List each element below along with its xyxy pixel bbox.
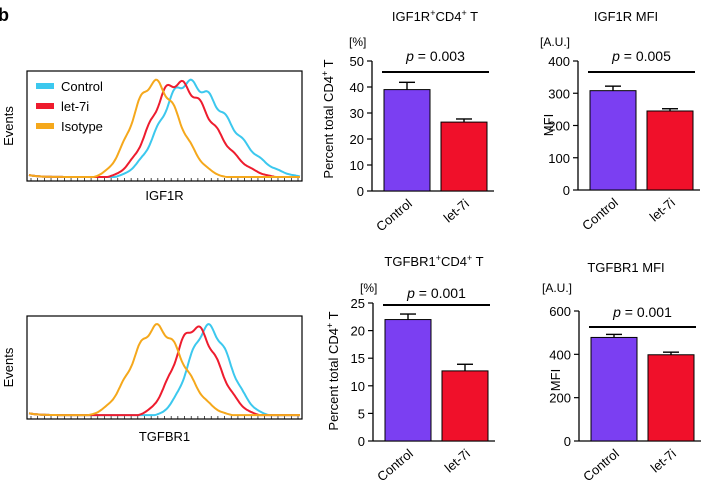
y-tick-label: 400 xyxy=(548,54,570,69)
y-tick-label: 0 xyxy=(564,434,571,449)
p-value: = 0.001 xyxy=(415,285,466,301)
p-value: = 0.005 xyxy=(620,48,671,64)
histogram-curve-isotype xyxy=(28,322,300,417)
y-unit-label: [A.U.] xyxy=(542,281,572,295)
p-value-label: p = 0.001 xyxy=(612,304,672,320)
ylabel-part: MFI xyxy=(541,114,556,136)
histogram-curve-let-7i xyxy=(28,325,300,417)
y-tick-label: 300 xyxy=(548,86,570,101)
ylabel-part: Percent total CD4 xyxy=(326,328,341,431)
y-tick-label: 25 xyxy=(351,296,365,311)
p-symbol: p xyxy=(406,285,415,301)
panel-letter: b xyxy=(0,5,9,25)
bar-chart-title: TGFBR1+CD4+ T xyxy=(384,253,483,269)
y-tick-label: 0 xyxy=(563,183,570,198)
p-value: = 0.003 xyxy=(414,48,465,64)
y-axis-label: MFI xyxy=(548,369,563,391)
ylabel-sup: + xyxy=(325,323,335,328)
title-part: T xyxy=(472,254,483,269)
x-category-label: let-7i xyxy=(647,195,678,225)
bar-chart-title: IGF1R+CD4+ T xyxy=(392,8,478,24)
title-sup: + xyxy=(467,253,472,263)
p-value: = 0.001 xyxy=(621,304,672,320)
y-tick-label: 20 xyxy=(351,324,365,339)
x-category-label: let-7i xyxy=(648,446,679,476)
p-symbol: p xyxy=(611,48,620,64)
bar-control xyxy=(384,319,432,442)
y-tick-label: 0 xyxy=(358,434,365,449)
bar-let-7i xyxy=(440,121,488,192)
x-category-label: Control xyxy=(579,195,621,233)
bar-control xyxy=(383,89,431,192)
y-tick-label: 600 xyxy=(549,304,571,319)
y-axis-label: Percent total CD4+ T xyxy=(320,59,336,178)
legend-swatch xyxy=(36,123,54,129)
y-axis-label: MFI xyxy=(541,114,556,136)
histogram-xlabel: TGFBR1 xyxy=(139,429,190,444)
ylabel-part: Percent total CD4 xyxy=(321,76,336,179)
title-part: TGFBR1 xyxy=(384,254,435,269)
bar-let-7i xyxy=(441,370,489,442)
legend-label: Control xyxy=(61,79,103,94)
histogram-curve-isotype xyxy=(28,78,300,178)
y-tick-label: 0 xyxy=(357,184,364,199)
title-part: CD4 xyxy=(441,254,467,269)
p-symbol: p xyxy=(612,304,621,320)
y-tick-label: 50 xyxy=(350,54,364,69)
title-part: CD4 xyxy=(435,9,461,24)
p-value-label: p = 0.005 xyxy=(611,48,671,64)
x-category-label: let-7i xyxy=(441,196,472,226)
bar-let-7i xyxy=(646,110,694,191)
y-tick-label: 200 xyxy=(549,391,571,406)
title-part: IGF1R xyxy=(392,9,430,24)
y-tick-label: 400 xyxy=(549,347,571,362)
histogram-xlabel: IGF1R xyxy=(145,188,183,203)
histogram-frame xyxy=(26,315,303,420)
y-tick-label: 15 xyxy=(351,351,365,366)
y-tick-label: 20 xyxy=(350,132,364,147)
histogram-ylabel: Events xyxy=(1,347,16,387)
bar-let-7i xyxy=(647,354,695,442)
bar-control xyxy=(590,336,638,442)
legend-label: Isotype xyxy=(61,119,103,134)
p-symbol: p xyxy=(405,48,414,64)
title-sup: + xyxy=(461,8,466,18)
y-axis-label: Percent total CD4+ T xyxy=(325,311,341,430)
y-tick-label: 10 xyxy=(351,379,365,394)
y-tick-label: 30 xyxy=(350,106,364,121)
title-sup: + xyxy=(436,253,441,263)
legend-swatch xyxy=(36,103,54,109)
y-tick-label: 100 xyxy=(548,151,570,166)
y-unit-label: [A.U.] xyxy=(540,35,570,49)
histogram-curve-control xyxy=(28,323,300,417)
bar-control xyxy=(589,90,637,191)
y-tick-label: 10 xyxy=(350,158,364,173)
x-category-label: Control xyxy=(373,196,415,234)
y-unit-label: [%] xyxy=(349,35,366,49)
ylabel-part: MFI xyxy=(548,369,563,391)
bar-chart-title: IGF1R MFI xyxy=(594,9,658,24)
ylabel-part: T xyxy=(326,311,341,322)
x-category-label: let-7i xyxy=(442,446,473,476)
title-part: T xyxy=(467,9,478,24)
x-category-label: Control xyxy=(374,446,416,485)
y-tick-label: 5 xyxy=(358,406,365,421)
y-tick-label: 40 xyxy=(350,80,364,95)
legend-label: let-7i xyxy=(61,99,89,114)
p-value-label: p = 0.001 xyxy=(406,285,466,301)
p-value-label: p = 0.003 xyxy=(405,48,465,64)
bar-chart-title: TGFBR1 MFI xyxy=(587,260,664,275)
title-sup: + xyxy=(430,8,435,18)
ylabel-sup: + xyxy=(320,71,330,76)
legend-swatch xyxy=(36,83,54,89)
ylabel-part: T xyxy=(321,59,336,70)
x-category-label: Control xyxy=(580,446,622,485)
y-tick-label: 200 xyxy=(548,119,570,134)
histogram-ylabel: Events xyxy=(1,106,16,146)
y-unit-label: [%] xyxy=(360,281,377,295)
